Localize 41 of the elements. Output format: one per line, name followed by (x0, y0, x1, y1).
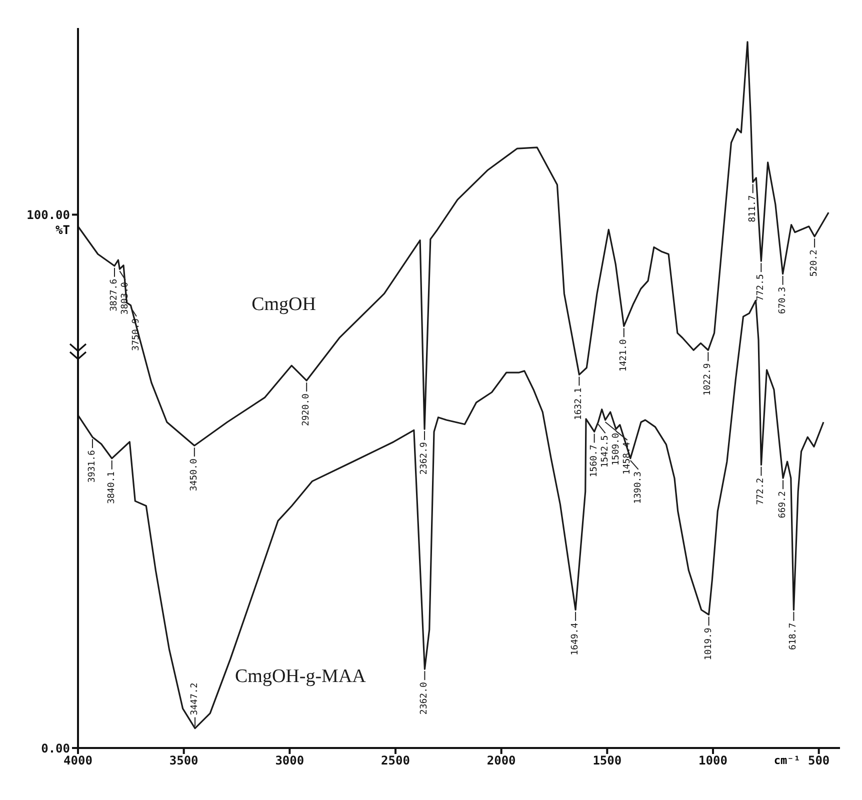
x-tick-label: 3500 (169, 754, 198, 768)
annotation: 1019.9 (704, 628, 714, 660)
annotation: 1421.0 (618, 339, 629, 372)
y-axis-title: %T (54, 222, 70, 237)
annotation: 2362.9 (420, 442, 430, 475)
annotation: 1390.3 (633, 471, 644, 504)
annotation: 3840.1 (106, 471, 117, 504)
annotation: 2362.0 (420, 682, 430, 715)
annotation: 811.7 (748, 195, 758, 222)
x-tick-label: 1500 (592, 754, 622, 768)
x-tick-label: 3000 (275, 754, 304, 768)
annotation: 618.7 (788, 622, 799, 650)
annotation: 669.2 (778, 491, 788, 518)
x-tick-label: 2000 (486, 754, 516, 768)
annotation: 3450.0 (189, 458, 200, 492)
annotation: 3750.9 (131, 318, 142, 351)
x-tick-label: 1000 (698, 754, 728, 768)
x-tick-label: 500 (808, 754, 830, 768)
annotation: 2920.0 (302, 394, 312, 426)
annotation: 1509.0 (611, 433, 622, 466)
annotation: 3931.6 (87, 450, 98, 483)
annotation: 1458.4 (622, 442, 632, 475)
annotation: 3827.6 (109, 278, 120, 312)
series-label: CmgOH-g-MAA (235, 666, 366, 688)
annotation: 3447.2 (190, 682, 200, 716)
annotation: 772.2 (756, 478, 766, 505)
x-tick-label: 4000 (64, 754, 92, 768)
annotation: 1632.1 (574, 388, 584, 420)
annotation: 1560.7 (589, 444, 600, 478)
series-label: CmgOH (252, 294, 316, 316)
x-axis-title: cm⁻¹ (774, 754, 800, 767)
y-tick-label: 0.00 (41, 741, 70, 756)
annotation: 1022.9 (703, 363, 714, 396)
annotation: 772.5 (756, 274, 766, 302)
annotation: 670.3 (778, 286, 788, 314)
y-tick-label: 100.00 (26, 208, 70, 222)
annotation: 3803.0 (120, 282, 130, 315)
annotation: 1542.5 (600, 435, 610, 468)
annotation: 520.2 (810, 250, 820, 277)
x-tick-label: 2500 (381, 754, 410, 768)
annotation: 1649.4 (570, 622, 581, 656)
